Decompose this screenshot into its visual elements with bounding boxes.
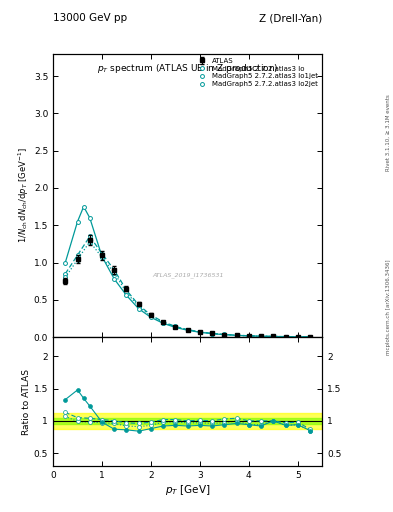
MadGraph5 2.7.2.atlas3 lo (161, 320, 165, 326)
X-axis label: $p_T$ [GeV]: $p_T$ [GeV] (165, 482, 210, 497)
MadGraph5 2.7.2.atlas3 lo1jet (63, 271, 68, 277)
MadGraph5 2.7.2.atlas3 lo1jet (136, 302, 141, 308)
Text: Rivet 3.1.10, ≥ 3.1M events: Rivet 3.1.10, ≥ 3.1M events (386, 95, 391, 172)
MadGraph5 2.7.2.atlas3 lo (173, 325, 178, 331)
MadGraph5 2.7.2.atlas3 lo2jet (124, 289, 129, 295)
MadGraph5 2.7.2.atlas3 lo (271, 333, 275, 339)
MadGraph5 2.7.2.atlas3 lo2jet (259, 333, 263, 339)
MadGraph5 2.7.2.atlas3 lo (246, 333, 251, 339)
MadGraph5 2.7.2.atlas3 lo (75, 219, 80, 225)
MadGraph5 2.7.2.atlas3 lo (185, 327, 190, 333)
MadGraph5 2.7.2.atlas3 lo2jet (136, 304, 141, 310)
MadGraph5 2.7.2.atlas3 lo2jet (222, 331, 227, 337)
MadGraph5 2.7.2.atlas3 lo2jet (246, 333, 251, 339)
Y-axis label: Ratio to ATLAS: Ratio to ATLAS (22, 369, 31, 435)
MadGraph5 2.7.2.atlas3 lo1jet (271, 333, 275, 339)
Text: Z (Drell-Yan): Z (Drell-Yan) (259, 13, 322, 23)
MadGraph5 2.7.2.atlas3 lo1jet (161, 319, 165, 325)
MadGraph5 2.7.2.atlas3 lo (259, 333, 263, 339)
MadGraph5 2.7.2.atlas3 lo1jet (222, 331, 227, 337)
Text: 13000 GeV pp: 13000 GeV pp (53, 13, 127, 23)
Text: ATLAS_2019_I1736531: ATLAS_2019_I1736531 (152, 272, 223, 278)
MadGraph5 2.7.2.atlas3 lo1jet (210, 330, 215, 336)
Line: MadGraph5 2.7.2.atlas3 lo2jet: MadGraph5 2.7.2.atlas3 lo2jet (63, 240, 312, 339)
MadGraph5 2.7.2.atlas3 lo2jet (210, 330, 215, 336)
MadGraph5 2.7.2.atlas3 lo1jet (296, 334, 300, 340)
MadGraph5 2.7.2.atlas3 lo (149, 314, 153, 321)
MadGraph5 2.7.2.atlas3 lo (81, 204, 86, 210)
MadGraph5 2.7.2.atlas3 lo2jet (87, 239, 92, 245)
MadGraph5 2.7.2.atlas3 lo (63, 260, 68, 266)
MadGraph5 2.7.2.atlas3 lo1jet (112, 267, 117, 273)
MadGraph5 2.7.2.atlas3 lo (308, 334, 312, 340)
MadGraph5 2.7.2.atlas3 lo1jet (173, 324, 178, 330)
MadGraph5 2.7.2.atlas3 lo1jet (283, 333, 288, 339)
MadGraph5 2.7.2.atlas3 lo (222, 332, 227, 338)
Text: $p_T$ spectrum (ATLAS UE in Z production): $p_T$ spectrum (ATLAS UE in Z production… (97, 62, 278, 75)
MadGraph5 2.7.2.atlas3 lo (210, 331, 215, 337)
MadGraph5 2.7.2.atlas3 lo1jet (185, 327, 190, 333)
MadGraph5 2.7.2.atlas3 lo (124, 292, 129, 298)
Line: MadGraph5 2.7.2.atlas3 lo: MadGraph5 2.7.2.atlas3 lo (63, 205, 312, 339)
MadGraph5 2.7.2.atlas3 lo2jet (173, 324, 178, 330)
MadGraph5 2.7.2.atlas3 lo2jet (308, 334, 312, 340)
MadGraph5 2.7.2.atlas3 lo2jet (283, 333, 288, 339)
MadGraph5 2.7.2.atlas3 lo2jet (296, 334, 300, 340)
MadGraph5 2.7.2.atlas3 lo2jet (100, 254, 105, 261)
Y-axis label: $1/N_\mathrm{ch}\,\mathrm{d}N_\mathrm{ch}/\mathrm{d}p_T$ [GeV$^{-1}$]: $1/N_\mathrm{ch}\,\mathrm{d}N_\mathrm{ch… (17, 147, 31, 243)
MadGraph5 2.7.2.atlas3 lo2jet (234, 332, 239, 338)
MadGraph5 2.7.2.atlas3 lo1jet (259, 333, 263, 339)
MadGraph5 2.7.2.atlas3 lo2jet (161, 319, 165, 326)
MadGraph5 2.7.2.atlas3 lo (112, 276, 117, 282)
MadGraph5 2.7.2.atlas3 lo2jet (198, 329, 202, 335)
MadGraph5 2.7.2.atlas3 lo2jet (75, 257, 80, 263)
Line: MadGraph5 2.7.2.atlas3 lo1jet: MadGraph5 2.7.2.atlas3 lo1jet (63, 234, 312, 339)
MadGraph5 2.7.2.atlas3 lo1jet (149, 312, 153, 318)
MadGraph5 2.7.2.atlas3 lo2jet (185, 327, 190, 333)
Text: mcplots.cern.ch [arXiv:1306.3436]: mcplots.cern.ch [arXiv:1306.3436] (386, 260, 391, 355)
MadGraph5 2.7.2.atlas3 lo2jet (271, 333, 275, 339)
MadGraph5 2.7.2.atlas3 lo1jet (100, 250, 105, 257)
MadGraph5 2.7.2.atlas3 lo (87, 215, 92, 221)
MadGraph5 2.7.2.atlas3 lo (283, 333, 288, 339)
MadGraph5 2.7.2.atlas3 lo1jet (87, 233, 92, 240)
MadGraph5 2.7.2.atlas3 lo (234, 332, 239, 338)
MadGraph5 2.7.2.atlas3 lo (296, 334, 300, 340)
MadGraph5 2.7.2.atlas3 lo1jet (198, 329, 202, 335)
MadGraph5 2.7.2.atlas3 lo2jet (149, 313, 153, 319)
Legend: ATLAS, MadGraph5 2.7.2.atlas3 lo, MadGraph5 2.7.2.atlas3 lo1jet, MadGraph5 2.7.2: ATLAS, MadGraph5 2.7.2.atlas3 lo, MadGra… (191, 55, 321, 90)
MadGraph5 2.7.2.atlas3 lo1jet (75, 252, 80, 258)
MadGraph5 2.7.2.atlas3 lo1jet (234, 332, 239, 338)
MadGraph5 2.7.2.atlas3 lo (198, 329, 202, 335)
MadGraph5 2.7.2.atlas3 lo (136, 306, 141, 312)
MadGraph5 2.7.2.atlas3 lo2jet (63, 274, 68, 281)
MadGraph5 2.7.2.atlas3 lo1jet (246, 333, 251, 339)
MadGraph5 2.7.2.atlas3 lo1jet (308, 334, 312, 340)
MadGraph5 2.7.2.atlas3 lo1jet (124, 287, 129, 293)
MadGraph5 2.7.2.atlas3 lo2jet (112, 270, 117, 276)
MadGraph5 2.7.2.atlas3 lo (100, 253, 105, 260)
